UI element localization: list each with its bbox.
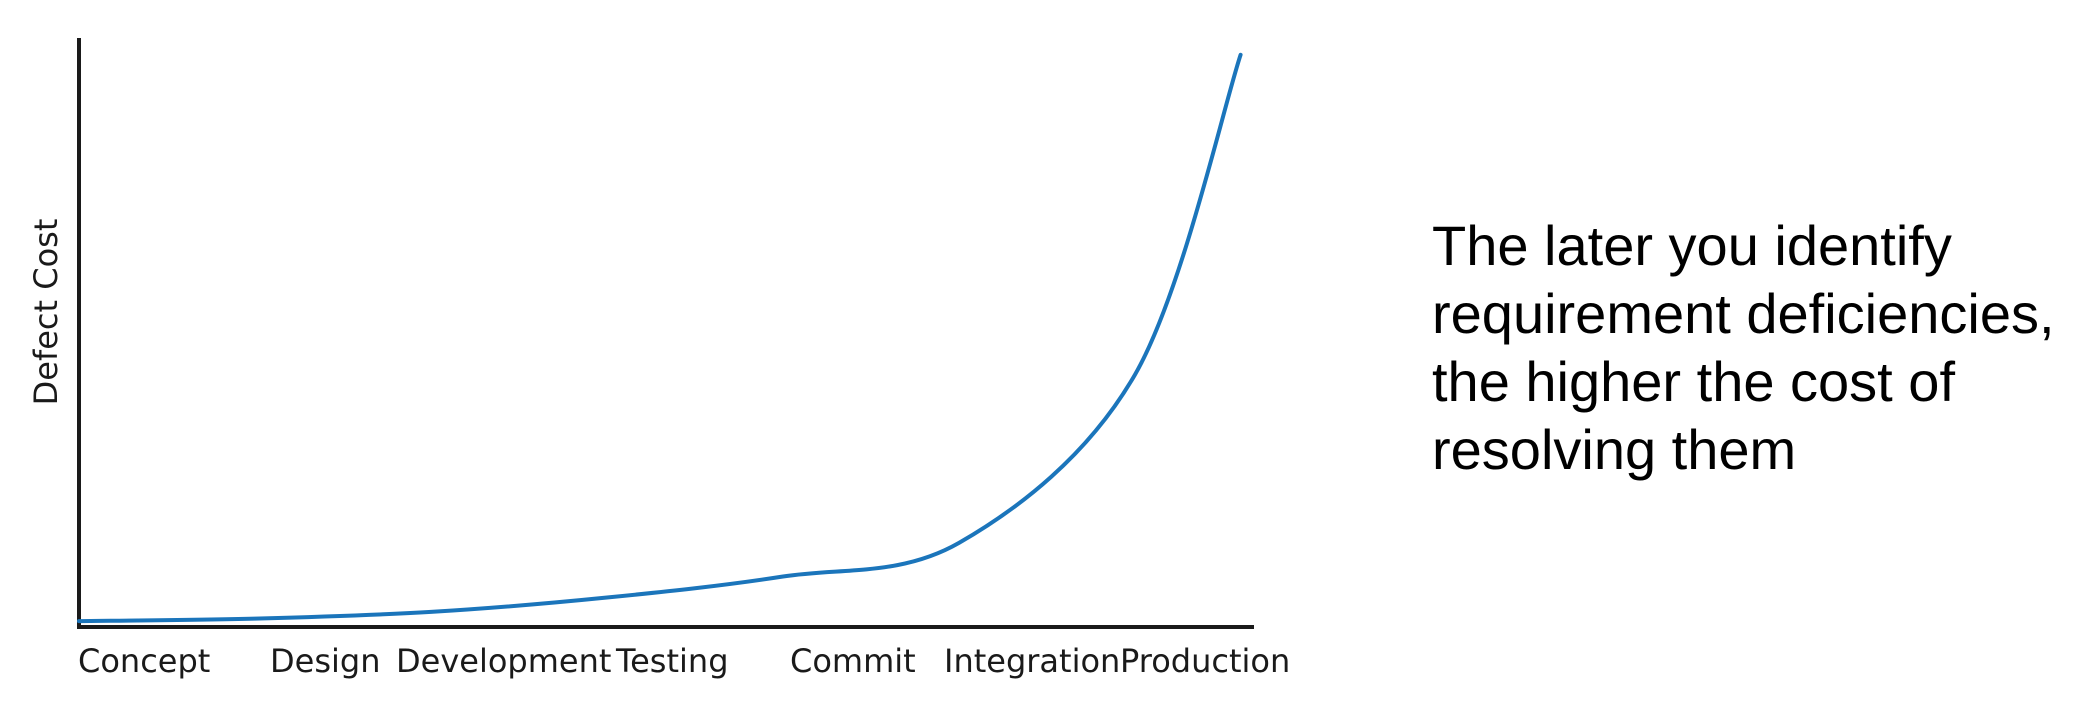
- caption-line: the higher the cost of: [1432, 348, 2072, 416]
- x-tick-label: Testing: [615, 642, 729, 680]
- chart: Defect Cost Concept Design Development Test…: [0, 0, 1330, 706]
- chart-axes: [77, 38, 1254, 627]
- x-tick-label: Concept: [78, 642, 210, 680]
- caption: The later you identify requirement defic…: [1432, 212, 2072, 484]
- x-tick-labels: Concept Design Development Testing Commit Int…: [78, 642, 1290, 680]
- x-tick-label: Production: [1120, 642, 1290, 680]
- x-tick-label: Development: [396, 642, 611, 680]
- x-tick-label: Commit: [790, 642, 916, 680]
- caption-line: requirement deficiencies,: [1432, 280, 2072, 348]
- defect-cost-line: [79, 55, 1241, 621]
- x-tick-label: Integration: [944, 642, 1120, 680]
- series-layer: [79, 55, 1241, 621]
- caption-line: resolving them: [1432, 416, 2072, 484]
- caption-line: The later you identify: [1432, 212, 2072, 280]
- x-tick-label: Design: [270, 642, 380, 680]
- y-axis-title: Defect Cost: [27, 219, 65, 406]
